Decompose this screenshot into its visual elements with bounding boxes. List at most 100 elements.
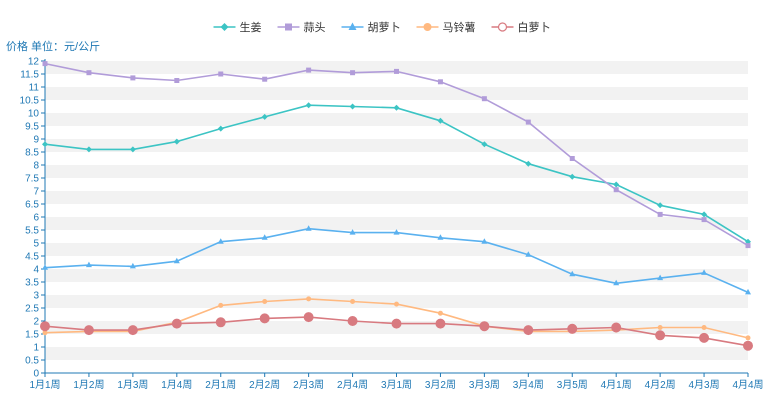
- data-point[interactable]: [173, 138, 180, 145]
- legend[interactable]: 生姜 蒜头 胡萝卜 马铃薯 白萝卜: [213, 20, 551, 34]
- data-point[interactable]: [42, 330, 48, 336]
- data-point[interactable]: [525, 160, 532, 167]
- data-point[interactable]: [481, 238, 488, 244]
- grid-band: [45, 139, 748, 152]
- data-point[interactable]: [479, 321, 490, 332]
- data-point[interactable]: [127, 325, 138, 336]
- data-point[interactable]: [701, 325, 707, 330]
- data-point[interactable]: [215, 317, 226, 328]
- x-tick-label: 2月4周: [337, 379, 368, 391]
- data-point[interactable]: [393, 104, 400, 111]
- data-point[interactable]: [262, 76, 268, 82]
- data-point[interactable]: [394, 68, 399, 74]
- legend-label: 蒜头: [304, 21, 326, 34]
- data-point[interactable]: [569, 173, 576, 180]
- data-point[interactable]: [523, 325, 534, 336]
- series-蒜头: [42, 61, 751, 249]
- data-point[interactable]: [173, 257, 180, 264]
- x-tick-label: 4月1周: [601, 379, 632, 391]
- data-point[interactable]: [525, 119, 531, 125]
- data-point[interactable]: [303, 312, 314, 323]
- data-point[interactable]: [657, 325, 663, 330]
- y-tick-label: 5.5: [25, 226, 39, 237]
- legend-marker: [497, 22, 508, 32]
- data-point[interactable]: [217, 238, 224, 244]
- data-point[interactable]: [745, 243, 751, 249]
- data-point[interactable]: [350, 70, 356, 76]
- data-point[interactable]: [40, 321, 50, 332]
- data-point[interactable]: [743, 340, 753, 351]
- data-point[interactable]: [259, 313, 270, 324]
- legend-item[interactable]: 蒜头: [277, 21, 326, 34]
- y-tick-label: 9.5: [25, 122, 39, 133]
- data-point[interactable]: [701, 211, 708, 218]
- data-point[interactable]: [129, 146, 136, 153]
- data-point[interactable]: [130, 75, 136, 81]
- data-point[interactable]: [613, 187, 619, 193]
- data-point[interactable]: [394, 301, 399, 307]
- data-point[interactable]: [83, 325, 94, 336]
- data-point[interactable]: [613, 181, 620, 188]
- data-point[interactable]: [435, 318, 446, 329]
- legend-item[interactable]: 白萝卜: [491, 20, 551, 34]
- data-point[interactable]: [657, 202, 664, 209]
- legend-marker: [348, 22, 357, 30]
- data-point[interactable]: [745, 335, 751, 341]
- data-point[interactable]: [305, 225, 312, 231]
- data-point[interactable]: [85, 146, 92, 153]
- legend-label: 白萝卜: [518, 20, 551, 34]
- data-point[interactable]: [262, 299, 268, 304]
- data-point[interactable]: [306, 67, 312, 73]
- data-point[interactable]: [611, 322, 622, 333]
- data-point[interactable]: [525, 251, 532, 257]
- data-point[interactable]: [350, 299, 356, 304]
- data-point[interactable]: [349, 229, 356, 235]
- axes: 00.511.522.533.544.555.566.577.588.599.5…: [20, 57, 764, 392]
- data-point[interactable]: [393, 229, 400, 235]
- legend-item[interactable]: 胡萝卜: [341, 20, 401, 34]
- data-point[interactable]: [613, 279, 620, 286]
- data-point[interactable]: [174, 78, 180, 83]
- legend-item[interactable]: 生姜: [213, 20, 262, 34]
- data-point[interactable]: [261, 234, 268, 240]
- data-point[interactable]: [699, 332, 710, 343]
- data-point[interactable]: [437, 117, 444, 124]
- legend-label: 生姜: [240, 20, 262, 34]
- y-tick-label: 0.5: [25, 356, 39, 367]
- data-point[interactable]: [171, 318, 182, 329]
- data-point[interactable]: [347, 316, 358, 326]
- grid-band: [45, 191, 748, 204]
- data-point[interactable]: [261, 113, 268, 120]
- data-point[interactable]: [42, 61, 48, 67]
- data-point[interactable]: [701, 269, 708, 275]
- data-point[interactable]: [745, 288, 751, 295]
- x-tick-label: 2月2周: [249, 379, 280, 391]
- data-point[interactable]: [42, 141, 48, 148]
- data-point[interactable]: [42, 264, 48, 270]
- data-point[interactable]: [306, 296, 312, 302]
- data-point[interactable]: [657, 211, 663, 217]
- data-point[interactable]: [218, 302, 224, 308]
- legend-item[interactable]: 马铃薯: [416, 20, 476, 34]
- data-point[interactable]: [567, 323, 578, 334]
- data-point[interactable]: [349, 103, 356, 110]
- x-tick-label: 1月4周: [161, 379, 192, 391]
- data-point[interactable]: [569, 270, 576, 277]
- data-point[interactable]: [217, 125, 224, 132]
- data-point[interactable]: [305, 102, 312, 109]
- data-point[interactable]: [569, 156, 575, 161]
- data-point[interactable]: [437, 79, 443, 85]
- data-point[interactable]: [437, 310, 443, 316]
- data-point[interactable]: [701, 217, 707, 223]
- data-point[interactable]: [437, 234, 444, 240]
- y-tick-label: 3.5: [25, 278, 39, 289]
- data-point[interactable]: [218, 71, 224, 77]
- data-point[interactable]: [86, 70, 92, 76]
- data-point[interactable]: [481, 141, 488, 148]
- data-point[interactable]: [657, 274, 664, 281]
- data-point[interactable]: [129, 262, 136, 269]
- data-point[interactable]: [481, 96, 487, 102]
- data-point[interactable]: [655, 330, 666, 341]
- data-point[interactable]: [391, 318, 402, 329]
- data-point[interactable]: [85, 261, 92, 268]
